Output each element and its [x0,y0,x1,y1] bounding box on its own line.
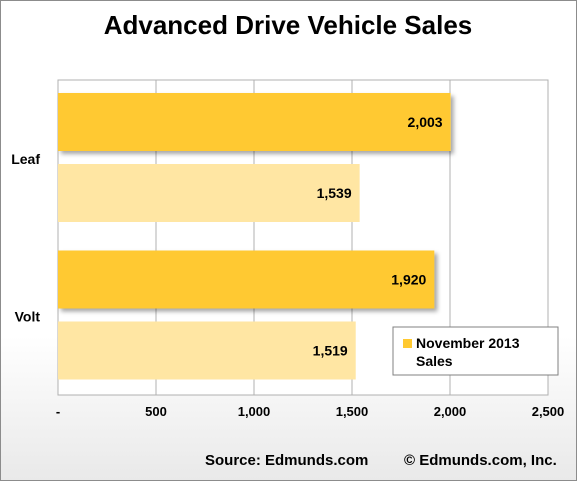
copyright-text: © Edmunds.com, Inc. [404,452,557,469]
bar-volt-series-2 [58,321,356,380]
x-axis-ticks: - 500 1,000 1,500 2,000 2,500 [56,404,564,419]
x-tick-label: 2,500 [532,404,565,419]
bars [58,93,451,380]
legend-label-line1: November 2013 [416,335,520,351]
legend-box [392,326,559,376]
x-tick-label: 1,000 [238,404,271,419]
x-tick-label: 500 [145,404,167,419]
chart-title: Advanced Drive Vehicle Sales [104,10,473,40]
data-label-volt-series-1: 1,920 [391,272,426,288]
legend: November 2013 Sales [392,326,559,376]
bar-leaf-series-1 [58,93,451,151]
category-label-volt: Volt [15,308,41,324]
bar-volt-series-1 [58,250,435,309]
category-label-leaf: Leaf [11,151,40,167]
bar-leaf-series-2 [58,164,360,222]
legend-label-line2: Sales [416,353,453,369]
data-label-leaf-series-2: 1,539 [317,185,352,201]
x-tick-label: 1,500 [336,404,369,419]
data-label-leaf-series-1: 2,003 [408,114,443,130]
x-tick-label: 2,000 [434,404,467,419]
x-tick-label: - [56,404,60,419]
legend-swatch-november-2013 [403,339,412,348]
source-text: Source: Edmunds.com [205,452,368,469]
data-label-volt-series-2: 1,519 [313,343,348,359]
data-labels: 2,003 1,539 1,920 1,519 [313,114,443,359]
category-labels: Leaf Volt [11,151,40,325]
